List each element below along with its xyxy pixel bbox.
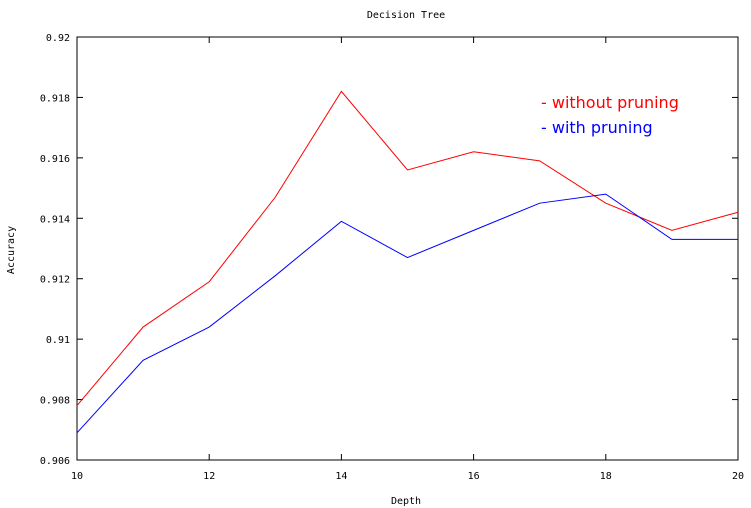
legend-entry-1: - with pruning (541, 118, 653, 137)
y-tick-label: 0.914 (40, 214, 70, 225)
y-tick-label: 0.918 (40, 93, 70, 104)
y-tick-label: 0.91 (46, 335, 70, 346)
x-tick-label: 12 (203, 471, 215, 482)
x-axis-title: Depth (391, 496, 421, 507)
series-line-0 (76, 90, 739, 406)
series-lines (76, 90, 739, 434)
chart-title: Decision Tree (367, 10, 445, 21)
x-tick-label: 18 (600, 471, 612, 482)
plot-area-frame (76, 36, 739, 461)
legend: - without pruning - with pruning (541, 93, 679, 137)
y-tick-label: 0.912 (40, 275, 70, 286)
legend-entry-0: - without pruning (541, 93, 679, 112)
x-tick-label: 14 (335, 471, 347, 482)
y-axis-title: Accuracy (6, 226, 17, 274)
x-tick-label: 20 (732, 471, 744, 482)
axis-tick-labels: 10 12 14 16 18 20 0.906 0.908 0.91 0.912 0.914 0.91… (40, 33, 744, 482)
series-line-1 (76, 193, 738, 434)
y-tick-label: 0.916 (40, 154, 70, 165)
y-tick-label: 0.906 (40, 456, 70, 467)
x-tick-label: 16 (468, 471, 480, 482)
y-tick-label: 0.908 (40, 396, 70, 407)
axis-ticks (76, 36, 739, 461)
y-tick-label: 0.92 (46, 33, 70, 44)
x-tick-label: 10 (71, 471, 83, 482)
